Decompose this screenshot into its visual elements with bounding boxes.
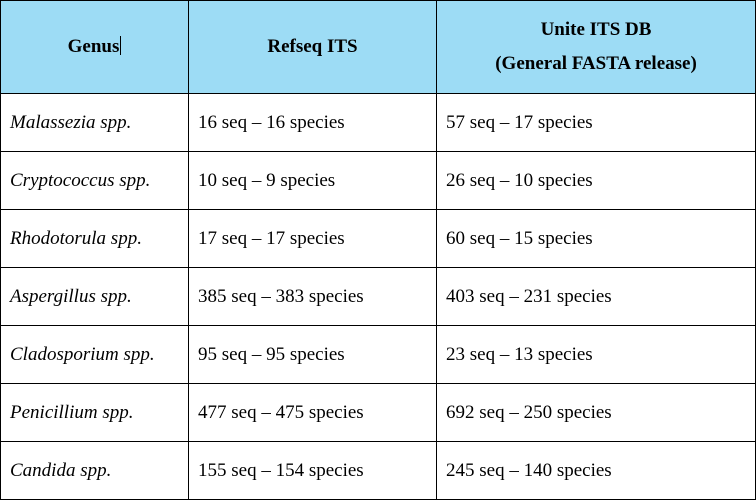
unite-column-header: Unite ITS DB (General FASTA release) (436, 0, 756, 94)
table-body: Malassezia spp. 16 seq – 16 species 57 s… (0, 93, 756, 500)
genus-cell: Aspergillus spp. (0, 267, 189, 326)
unite-header-sublabel: (General FASTA release) (495, 53, 697, 74)
unite-cell: 245 seq – 140 species (436, 441, 756, 500)
unite-cell: 23 seq – 13 species (436, 325, 756, 384)
table-row: Cryptococcus spp. 10 seq – 9 species 26 … (0, 151, 756, 210)
refseq-column-header: Refseq ITS (188, 0, 437, 94)
refseq-cell: 155 seq – 154 species (188, 441, 437, 500)
genus-cell: Candida spp. (0, 441, 189, 500)
genus-cell: Cladosporium spp. (0, 325, 189, 384)
refseq-header-label: Refseq ITS (267, 36, 358, 57)
text-cursor (120, 36, 122, 55)
genus-header-label: Genus (67, 36, 120, 57)
unite-cell: 57 seq – 17 species (436, 93, 756, 152)
table-header: Genus Refseq ITS Unite ITS DB (General F… (0, 0, 756, 94)
table-row: Candida spp. 155 seq – 154 species 245 s… (0, 441, 756, 500)
refseq-cell: 477 seq – 475 species (188, 383, 437, 442)
header-row: Genus Refseq ITS Unite ITS DB (General F… (0, 0, 756, 94)
unite-cell: 692 seq – 250 species (436, 383, 756, 442)
refseq-cell: 10 seq – 9 species (188, 151, 437, 210)
table-row: Malassezia spp. 16 seq – 16 species 57 s… (0, 93, 756, 152)
unite-cell: 403 seq – 231 species (436, 267, 756, 326)
genus-cell: Malassezia spp. (0, 93, 189, 152)
refseq-cell: 17 seq – 17 species (188, 209, 437, 268)
table-row: Penicillium spp. 477 seq – 475 species 6… (0, 383, 756, 442)
genus-cell: Rhodotorula spp. (0, 209, 189, 268)
unite-cell: 60 seq – 15 species (436, 209, 756, 268)
refseq-cell: 385 seq – 383 species (188, 267, 437, 326)
unite-header-label: Unite ITS DB (540, 19, 652, 40)
genus-cell: Penicillium spp. (0, 383, 189, 442)
table-row: Rhodotorula spp. 17 seq – 17 species 60 … (0, 209, 756, 268)
genus-column-header: Genus (0, 0, 189, 94)
genus-cell: Cryptococcus spp. (0, 151, 189, 210)
refseq-cell: 95 seq – 95 species (188, 325, 437, 384)
table-row: Cladosporium spp. 95 seq – 95 species 23… (0, 325, 756, 384)
refseq-cell: 16 seq – 16 species (188, 93, 437, 152)
unite-cell: 26 seq – 10 species (436, 151, 756, 210)
table-row: Aspergillus spp. 385 seq – 383 species 4… (0, 267, 756, 326)
